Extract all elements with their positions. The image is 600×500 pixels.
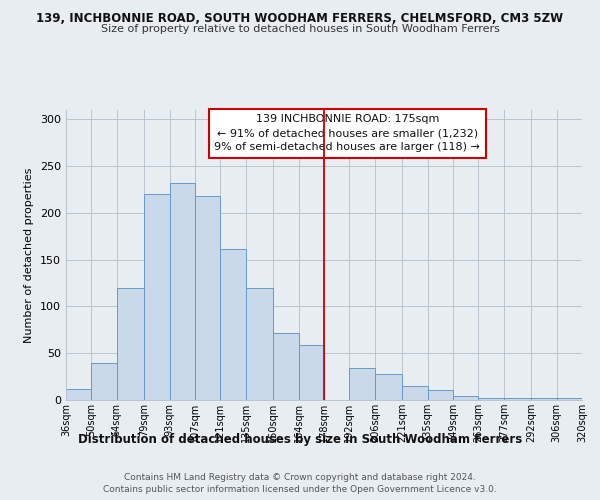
Bar [195, 196, 220, 400]
Bar [220, 250, 246, 400]
Bar [402, 386, 428, 400]
Bar [453, 396, 478, 400]
Y-axis label: Number of detached properties: Number of detached properties [25, 168, 34, 342]
Bar [504, 398, 531, 400]
Bar [66, 389, 91, 400]
Bar [144, 194, 170, 400]
Text: Contains public sector information licensed under the Open Government Licence v3: Contains public sector information licen… [103, 485, 497, 494]
Text: Size of property relative to detached houses in South Woodham Ferrers: Size of property relative to detached ho… [101, 24, 499, 34]
Bar [246, 288, 273, 400]
Bar [170, 183, 195, 400]
Bar [117, 288, 144, 400]
Bar [299, 345, 324, 400]
Bar [273, 332, 299, 400]
Text: 139, INCHBONNIE ROAD, SOUTH WOODHAM FERRERS, CHELMSFORD, CM3 5ZW: 139, INCHBONNIE ROAD, SOUTH WOODHAM FERR… [37, 12, 563, 26]
Bar [375, 374, 402, 400]
Text: Contains HM Land Registry data © Crown copyright and database right 2024.: Contains HM Land Registry data © Crown c… [124, 472, 476, 482]
Text: 139 INCHBONNIE ROAD: 175sqm
← 91% of detached houses are smaller (1,232)
9% of s: 139 INCHBONNIE ROAD: 175sqm ← 91% of det… [214, 114, 480, 152]
Bar [557, 398, 582, 400]
Bar [531, 398, 557, 400]
Bar [349, 368, 375, 400]
Bar [91, 362, 117, 400]
Bar [478, 398, 504, 400]
Bar [428, 390, 453, 400]
Text: Distribution of detached houses by size in South Woodham Ferrers: Distribution of detached houses by size … [78, 432, 522, 446]
